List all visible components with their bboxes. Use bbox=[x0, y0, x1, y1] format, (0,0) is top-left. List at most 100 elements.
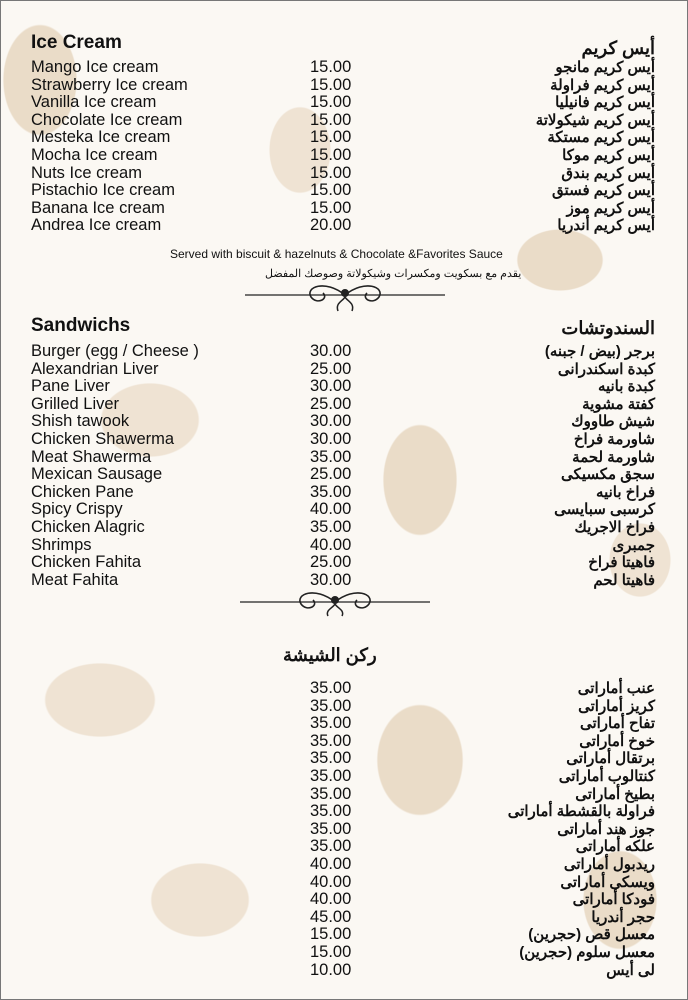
divider-ornament bbox=[240, 592, 430, 617]
item-price: 25.00 bbox=[310, 553, 352, 572]
shisha-prices: 35.00 35.00 35.00 35.00 35.00 35.00 35.00 35.00… bbox=[310, 679, 352, 979]
item-name-ar: كفتة مشوية bbox=[582, 395, 655, 413]
item-name-ar: سجق مكسيكى bbox=[561, 466, 655, 484]
ice-cream-prices: 15.00 15.00 15.00 15.00 15.00 15.00 15.00 15.00… bbox=[310, 58, 352, 235]
item-price: 15.00 bbox=[310, 58, 352, 76]
item-name: Mexican Sausage bbox=[31, 465, 163, 484]
item-name: Meat Fahita bbox=[31, 570, 119, 589]
item-price: 30.00 bbox=[310, 412, 352, 431]
item-price: 35.00 bbox=[310, 784, 352, 803]
sandwiches-prices: 30.00 25.00 30.00 25.00 30.00 30.00 35.00 25.00… bbox=[310, 342, 352, 589]
item-name: Chicken Pane bbox=[31, 482, 134, 501]
item-price: 40.00 bbox=[310, 872, 352, 891]
item-price: 35.00 bbox=[310, 679, 352, 697]
shisha-title-ar: ركن الشيشة bbox=[283, 645, 377, 665]
item-name-ar: كرسبى سبايسى bbox=[554, 501, 655, 519]
item-price: 35.00 bbox=[310, 837, 352, 856]
item-name-ar: برجر (بيض / جبنه) bbox=[544, 343, 655, 360]
item-name-ar: فراولة بالقشطة أماراتى bbox=[507, 803, 655, 821]
item-name-ar: لى أيس bbox=[606, 961, 655, 979]
sandwiches-title-ar: السندوتشات bbox=[561, 318, 655, 338]
item-name-ar: فاهيتا لحم bbox=[593, 571, 655, 589]
item-name-ar: علكه أماراتى bbox=[575, 838, 655, 856]
item-name-ar: عنب أماراتى bbox=[577, 680, 655, 697]
item-price: 30.00 bbox=[310, 570, 352, 589]
item-name: Banana Ice cream bbox=[31, 198, 165, 217]
item-price: 35.00 bbox=[310, 447, 352, 466]
item-name-ar: معسل قص (حجرين) bbox=[528, 926, 655, 944]
item-name: Chicken Fahita bbox=[31, 553, 142, 572]
sandwiches-names: Burger (egg / Cheese ) Alexandrian Liver P… bbox=[31, 342, 199, 589]
served-with-note-ar: يقدم مع بسكويت ومكسرات وشيكولاتة وصوصك ا… bbox=[265, 268, 522, 280]
item-price: 15.00 bbox=[310, 128, 352, 147]
served-with-note: Served with biscuit & hazelnuts & Chocol… bbox=[170, 247, 503, 261]
item-price: 15.00 bbox=[310, 93, 352, 112]
item-name-ar: أيس كريم فراولة bbox=[550, 76, 655, 94]
shisha-names-ar: عنب أماراتى كريز أماراتى تفاح أماراتى خوخ أ… bbox=[508, 680, 655, 979]
item-name: Meat Shawerma bbox=[31, 447, 152, 466]
item-name: Chicken Shawerma bbox=[31, 429, 175, 448]
item-price: 40.00 bbox=[310, 890, 352, 909]
item-name-ar: أيس كريم فانيليا bbox=[555, 94, 655, 112]
item-price: 35.00 bbox=[310, 714, 352, 733]
item-price: 15.00 bbox=[310, 110, 352, 129]
item-name-ar: كنتالوب أماراتى bbox=[558, 767, 655, 785]
item-price: 35.00 bbox=[310, 766, 352, 785]
item-name: Burger (egg / Cheese ) bbox=[31, 342, 199, 360]
item-price: 35.00 bbox=[310, 749, 352, 768]
item-price: 20.00 bbox=[310, 216, 352, 235]
item-price: 15.00 bbox=[310, 75, 352, 94]
item-name-ar: أيس كريم موز bbox=[566, 199, 655, 217]
item-name-ar: جوز هند أماراتى bbox=[557, 820, 655, 838]
item-price: 15.00 bbox=[310, 198, 352, 217]
item-name-ar: تفاح أماراتى bbox=[579, 715, 655, 733]
item-name-ar: برتقال أماراتى bbox=[566, 750, 655, 768]
item-name-ar: شيش طاووك bbox=[571, 413, 655, 431]
sandwiches-title: Sandwichs bbox=[31, 315, 131, 336]
item-name: Pane Liver bbox=[31, 377, 110, 396]
item-name-ar: معسل سلوم (حجرين) bbox=[519, 943, 655, 961]
item-name-ar: أيس كريم مانجو bbox=[555, 59, 655, 76]
item-name: Grilled Liver bbox=[31, 394, 120, 413]
item-name-ar: فودكا أماراتى bbox=[572, 891, 655, 909]
item-price: 35.00 bbox=[310, 819, 352, 838]
item-name-ar: أيس كريم موكا bbox=[562, 146, 655, 164]
item-name-ar: كريز أماراتى bbox=[578, 697, 655, 715]
item-name-ar: فاهيتا فراخ bbox=[588, 554, 655, 572]
item-name-ar: فراخ الاجريك bbox=[574, 518, 655, 536]
item-name: Mango Ice cream bbox=[31, 58, 159, 76]
item-name: Shish tawook bbox=[31, 412, 130, 431]
ice-cream-names: Mango Ice cream Strawberry Ice cream Vanil… bbox=[31, 58, 188, 235]
item-name: Mesteka Ice cream bbox=[31, 128, 171, 147]
item-name: Spicy Crispy bbox=[31, 500, 123, 519]
item-price: 35.00 bbox=[310, 517, 352, 536]
item-name: Mocha Ice cream bbox=[31, 145, 158, 164]
item-price: 40.00 bbox=[310, 535, 352, 554]
ice-cream-title: Ice Cream bbox=[31, 32, 122, 53]
item-name: Chocolate Ice cream bbox=[31, 110, 183, 129]
item-price: 15.00 bbox=[310, 163, 352, 182]
item-price: 25.00 bbox=[310, 465, 352, 484]
item-price: 15.00 bbox=[310, 145, 352, 164]
item-price: 30.00 bbox=[310, 429, 352, 448]
item-price: 40.00 bbox=[310, 500, 352, 519]
item-name-ar: شاورمة لحمة bbox=[572, 448, 655, 466]
item-name: Strawberry Ice cream bbox=[31, 75, 188, 94]
item-name: Nuts Ice cream bbox=[31, 163, 142, 182]
item-name-ar: أيس كريم فستق bbox=[552, 182, 655, 200]
item-price: 35.00 bbox=[310, 802, 352, 821]
item-name-ar: جمبرى bbox=[612, 536, 656, 554]
item-price: 45.00 bbox=[310, 907, 352, 926]
item-price: 35.00 bbox=[310, 482, 352, 501]
item-price: 10.00 bbox=[310, 960, 352, 979]
item-price: 35.00 bbox=[310, 696, 352, 715]
item-name-ar: أيس كريم شيكولاتة bbox=[535, 111, 655, 129]
item-name: Andrea Ice cream bbox=[31, 216, 162, 235]
item-name-ar: كبدة بانيه bbox=[597, 378, 655, 396]
item-price: 40.00 bbox=[310, 854, 352, 873]
ice-cream-names-ar: أيس كريم مانجو أيس كريم فراولة أيس كريم فا… bbox=[536, 59, 655, 235]
item-name-ar: فراخ بانيه bbox=[596, 483, 655, 501]
item-name-ar: خوخ أماراتى bbox=[579, 732, 655, 750]
item-price: 25.00 bbox=[310, 359, 352, 378]
